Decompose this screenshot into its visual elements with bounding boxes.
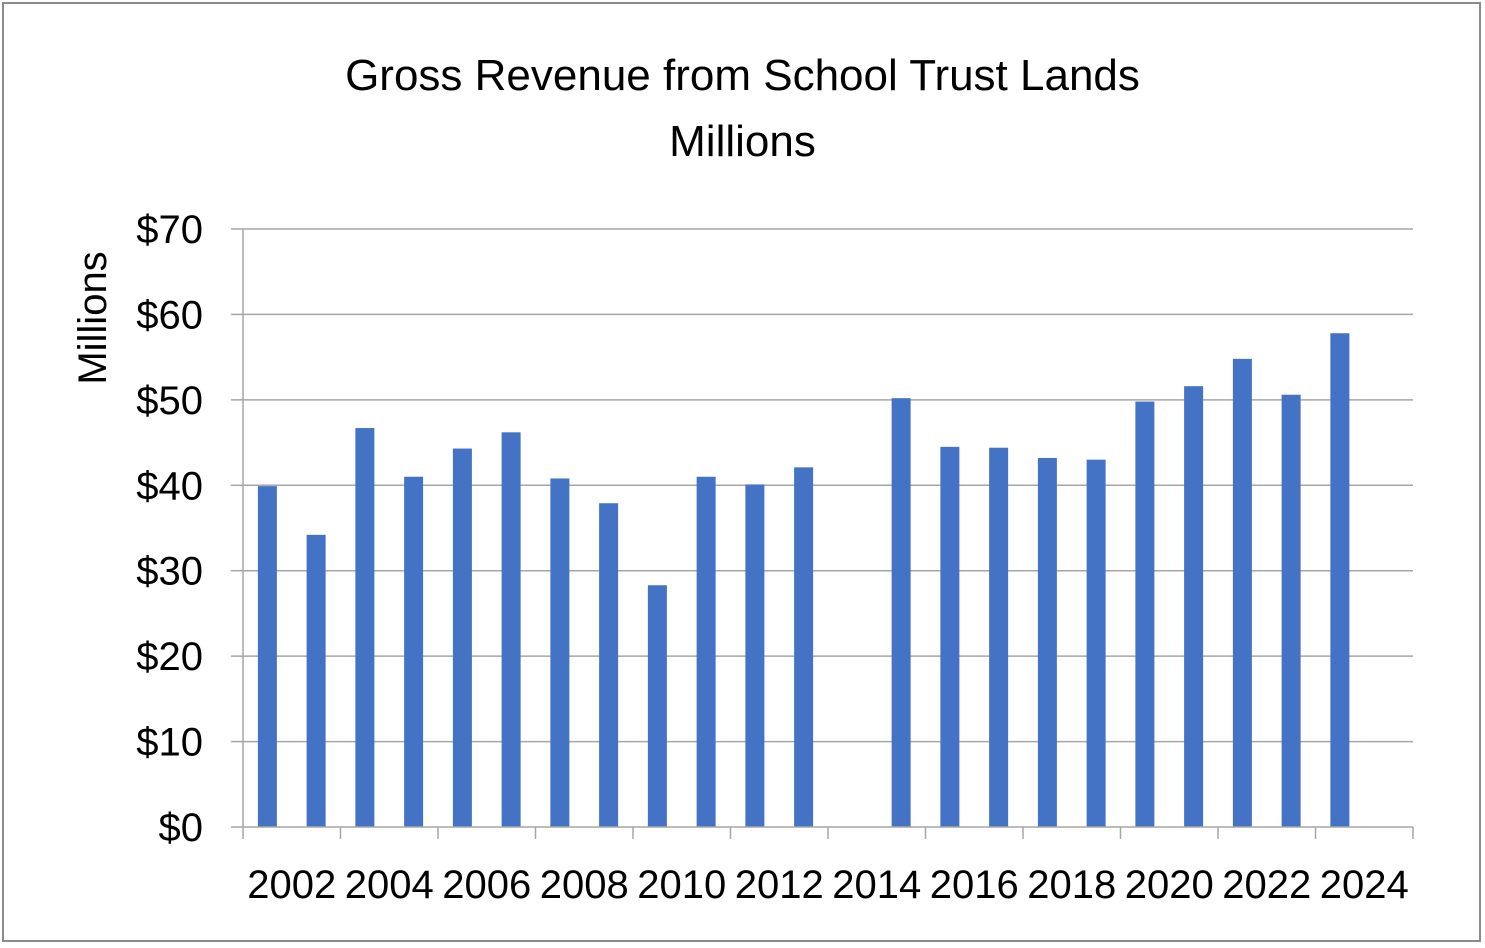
bar-2023 (1281, 394, 1301, 827)
x-tick-label: 2016 (930, 863, 1019, 907)
bar-2005 (404, 476, 424, 827)
x-tick-labels: 2002 2004 2006 2008 2010 2012 2014 2016 2018 2020… (247, 863, 1408, 907)
x-tick-label: 2006 (442, 863, 531, 907)
x-tick-label: 2008 (540, 863, 629, 907)
bar-2009 (599, 503, 619, 827)
bar-2020 (1135, 401, 1155, 827)
x-tick-label: 2014 (832, 863, 921, 907)
bar-2007 (501, 432, 521, 827)
bar-2006 (452, 448, 472, 827)
y-tick-labels: $0 $10 $20 $30 $40 $50 $60 $70 (136, 208, 203, 850)
y-tick-label: $60 (136, 293, 203, 337)
bar-2002 (257, 486, 277, 827)
bar-2019 (1086, 459, 1106, 827)
bar-2012 (745, 484, 765, 827)
bar-2015 (891, 398, 911, 827)
y-axis-label: Millions (71, 251, 115, 384)
gridlines (243, 228, 1413, 743)
bar-2008 (550, 478, 570, 827)
x-tick-label: 2010 (637, 863, 726, 907)
x-tick-label: 2020 (1125, 863, 1214, 907)
x-tick-label: 2022 (1222, 863, 1311, 907)
y-tick-label: $70 (136, 208, 203, 252)
x-tick-label: 2002 (247, 863, 336, 907)
bar-2004 (355, 428, 375, 827)
x-tick-label: 2012 (735, 863, 824, 907)
bar-2013 (794, 467, 814, 827)
bar-2018 (1037, 457, 1057, 827)
chart-subtitle: Millions (669, 117, 816, 166)
y-tick-label: $20 (136, 635, 203, 679)
bar-2021 (1184, 386, 1204, 827)
x-tick-label: 2024 (1320, 863, 1409, 907)
y-tick-label: $40 (136, 464, 203, 508)
x-tick-label: 2018 (1027, 863, 1116, 907)
bars (257, 333, 1350, 827)
y-tick-label: $30 (136, 550, 203, 594)
bar-2024 (1330, 333, 1350, 827)
chart-title: Gross Revenue from School Trust Lands (345, 51, 1140, 100)
bar-2011 (696, 476, 716, 827)
bar-2003 (306, 534, 326, 827)
y-tick-label: $10 (136, 721, 203, 765)
bar-2016 (940, 446, 960, 827)
axes (231, 228, 1414, 839)
y-tick-label: $50 (136, 379, 203, 423)
bar-2022 (1232, 358, 1252, 827)
y-tick-label: $0 (159, 806, 204, 850)
bar-2017 (989, 447, 1009, 827)
bar-2010 (647, 585, 667, 827)
x-tick-label: 2004 (345, 863, 434, 907)
